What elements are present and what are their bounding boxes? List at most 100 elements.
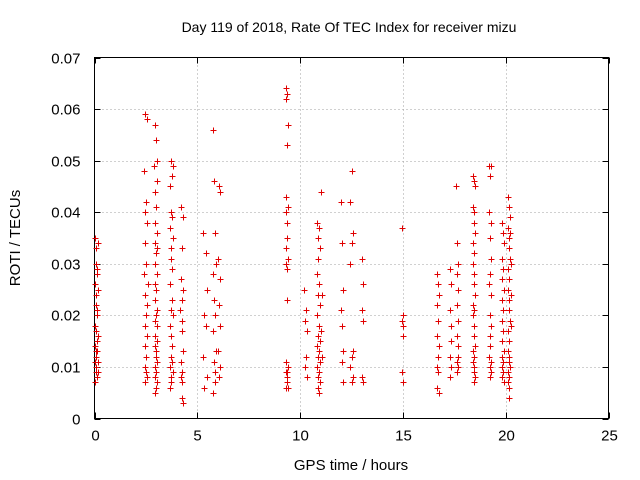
data-point <box>93 261 100 268</box>
y-tick-label: 0.01 <box>51 360 80 377</box>
data-point <box>167 183 174 190</box>
data-point <box>339 240 346 247</box>
y-tick-label: 0 <box>72 412 80 429</box>
data-point <box>152 297 159 304</box>
data-point <box>506 307 513 314</box>
data-point <box>93 302 100 309</box>
data-point <box>200 230 207 237</box>
data-point <box>153 369 160 376</box>
data-point <box>360 379 367 386</box>
data-point <box>471 333 478 340</box>
data-point <box>453 183 460 190</box>
data-point <box>167 225 174 232</box>
data-point <box>470 240 477 247</box>
data-point <box>180 214 187 221</box>
data-point <box>487 343 494 350</box>
data-point <box>499 297 506 304</box>
data-point <box>506 338 513 345</box>
data-point <box>141 168 148 175</box>
data-point <box>201 385 208 392</box>
data-point <box>499 338 506 345</box>
data-point <box>471 369 478 376</box>
data-point <box>168 379 175 386</box>
data-point <box>347 261 354 268</box>
data-point <box>141 271 148 278</box>
data-point <box>94 338 101 345</box>
data-point <box>168 354 175 361</box>
data-point <box>168 209 175 216</box>
data-point <box>505 369 512 376</box>
data-point <box>500 230 507 237</box>
data-point <box>471 250 478 257</box>
data-point <box>284 266 291 273</box>
data-point <box>152 189 159 196</box>
data-point <box>448 281 455 288</box>
data-point <box>486 354 493 361</box>
data-point <box>471 354 478 361</box>
data-point <box>142 379 149 386</box>
data-point <box>283 245 290 252</box>
data-point <box>152 343 159 350</box>
data-point <box>142 323 149 330</box>
data-point <box>303 354 310 361</box>
y-tick-label: 0.07 <box>51 51 80 68</box>
data-point <box>499 354 506 361</box>
x-tick-label: 25 <box>601 428 618 445</box>
data-point <box>316 369 323 376</box>
data-point <box>179 318 186 325</box>
data-point <box>152 122 159 129</box>
data-point <box>217 189 224 196</box>
data-point <box>152 390 159 397</box>
data-point <box>455 318 462 325</box>
data-point <box>317 338 324 345</box>
data-point <box>487 374 494 381</box>
data-point <box>201 312 208 319</box>
data-point <box>169 214 176 221</box>
data-point <box>500 359 507 366</box>
data-point <box>505 348 512 355</box>
x-axis-label: GPS time / hours <box>294 457 408 474</box>
data-point <box>169 359 176 366</box>
x-tick-label: 10 <box>292 428 309 445</box>
data-point <box>92 379 99 386</box>
data-point <box>212 312 219 319</box>
data-point <box>316 225 323 232</box>
x-tick-label: 15 <box>395 428 412 445</box>
data-point <box>317 245 324 252</box>
data-point <box>283 96 290 103</box>
data-point <box>506 374 513 381</box>
data-point <box>471 178 478 185</box>
data-point <box>507 214 514 221</box>
data-point <box>153 137 160 144</box>
data-point <box>169 266 176 273</box>
data-point <box>284 369 291 376</box>
data-point <box>92 235 99 242</box>
data-point <box>454 302 461 309</box>
data-point <box>179 369 186 376</box>
data-point <box>471 281 478 288</box>
data-point <box>471 307 478 314</box>
data-point <box>487 364 494 371</box>
data-point <box>340 348 347 355</box>
data-point <box>499 318 506 325</box>
data-point <box>487 235 494 242</box>
data-point <box>400 379 407 386</box>
data-point <box>217 276 224 283</box>
data-point <box>154 271 161 278</box>
data-point <box>284 235 291 242</box>
data-point <box>152 240 159 247</box>
data-point <box>212 369 219 376</box>
data-point <box>472 183 479 190</box>
data-point <box>142 111 149 118</box>
data-point <box>360 281 367 288</box>
y-tick-label: 0.03 <box>51 257 80 274</box>
data-point <box>471 379 478 386</box>
data-point <box>284 142 291 149</box>
data-point <box>506 235 513 242</box>
data-point <box>143 312 150 319</box>
data-point <box>153 385 160 392</box>
data-point <box>217 323 224 330</box>
data-point <box>499 374 506 381</box>
data-point <box>434 385 441 392</box>
